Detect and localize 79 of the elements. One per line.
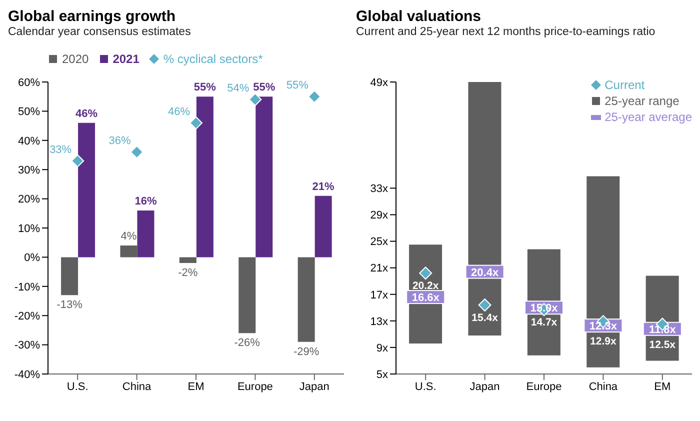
y-tick-label: 21x	[370, 262, 388, 275]
point	[190, 116, 202, 130]
data-label: 15.4x	[472, 312, 498, 324]
data-label: 55%	[253, 82, 276, 94]
data-label: 55%	[286, 80, 309, 92]
x-tick-label: Europe	[237, 380, 273, 393]
y-tick-label: 60%	[18, 76, 40, 89]
x-tick-label: China	[122, 380, 152, 393]
x-tick-label: Japan	[470, 380, 500, 393]
data-label: -26%	[234, 337, 260, 350]
chart-subtitle: Calendar year consensus estimates	[8, 26, 192, 38]
y-tick-label: 49x	[370, 76, 388, 89]
legend-label: 25-year range	[604, 94, 680, 108]
y-tick-label: 0%	[24, 252, 40, 264]
bar	[196, 96, 214, 258]
legend-label: 25-year average	[604, 110, 692, 124]
point	[248, 93, 262, 106]
data-label: 12.9x	[590, 336, 616, 348]
y-tick-label: 20%	[18, 194, 40, 206]
bar	[256, 96, 273, 258]
data-label: -29%	[293, 346, 320, 358]
data-label: 54%	[227, 82, 250, 95]
y-tick-label: 33x	[370, 183, 388, 196]
data-label: 16%	[134, 195, 157, 208]
bar	[314, 196, 332, 258]
data-label: -13%	[56, 299, 83, 312]
data-label: 4%	[120, 230, 137, 243]
chart-title: Global valuations	[356, 8, 482, 25]
y-tick-label: 29x	[370, 210, 388, 222]
bar	[120, 246, 138, 258]
bar	[137, 210, 154, 258]
legend-label: 2020	[62, 52, 89, 66]
legend-label: % cyclical sectors*	[163, 52, 263, 66]
y-tick-label: -40%	[14, 368, 40, 381]
data-label: 55%	[194, 82, 216, 94]
y-tick-label: -20%	[14, 310, 40, 323]
point	[308, 90, 321, 104]
x-tick-label: Europe	[526, 380, 562, 393]
bar	[468, 82, 502, 336]
legend-label: Current	[604, 78, 645, 92]
point	[130, 146, 144, 159]
bar	[61, 257, 78, 296]
bar	[238, 257, 256, 334]
chart-title: Global earnings growth	[8, 8, 177, 25]
data-label: 46%	[76, 108, 98, 120]
data-label: 36%	[108, 135, 132, 148]
data-label: 12.5x	[649, 338, 676, 351]
point	[419, 266, 432, 280]
bar	[586, 176, 620, 368]
data-label: 14.7x	[530, 316, 558, 329]
x-tick-label: Japan	[299, 380, 330, 393]
y-tick-label: 40%	[18, 135, 40, 148]
y-tick-label: 25x	[370, 236, 388, 248]
y-tick-label: -30%	[14, 340, 40, 352]
data-label: -2%	[178, 267, 198, 280]
y-tick-label: 10%	[18, 222, 40, 235]
point	[478, 298, 492, 312]
point	[71, 154, 84, 168]
y-tick-label: 5x	[376, 368, 388, 381]
x-tick-label: U.S.	[66, 380, 88, 393]
y-tick-label: 50%	[18, 106, 40, 118]
y-tick-label: -10%	[14, 281, 40, 294]
x-tick-label: EM	[188, 380, 204, 393]
bar	[179, 257, 196, 264]
data-label: 46%	[168, 106, 190, 118]
y-tick-label: 30%	[18, 164, 40, 177]
x-tick-label: U.S.	[414, 380, 436, 393]
bar	[78, 122, 96, 258]
chart-subtitle: Current and 25-year next 12 months price-to-eamings ratio	[356, 26, 656, 38]
x-tick-label: China	[588, 380, 618, 393]
y-tick-label: 17x	[370, 289, 388, 302]
x-tick-label: EM	[654, 380, 671, 393]
data-label: 21%	[312, 180, 335, 193]
bar	[298, 257, 315, 342]
legend-label: 2021	[112, 52, 140, 66]
data-label: 20.2x	[412, 280, 439, 292]
y-tick-label: 13x	[370, 316, 388, 328]
y-tick-label: 9x	[376, 342, 388, 354]
data-label: 33%	[50, 144, 72, 156]
